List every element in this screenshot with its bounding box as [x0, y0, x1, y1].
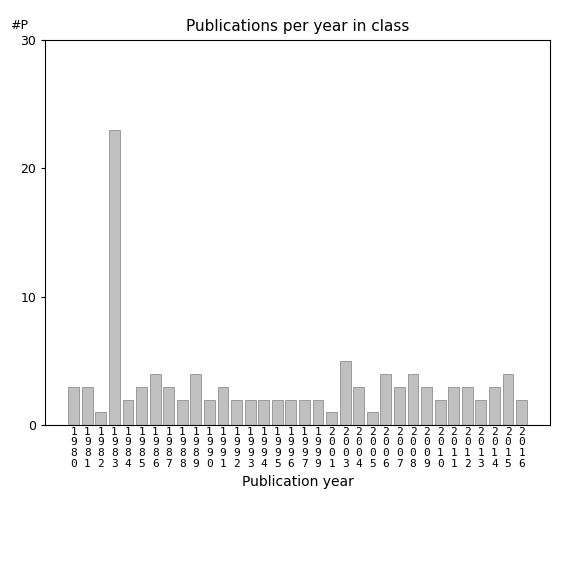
- Bar: [245, 400, 256, 425]
- Bar: [516, 400, 527, 425]
- Bar: [122, 400, 133, 425]
- Bar: [435, 400, 446, 425]
- Bar: [340, 361, 350, 425]
- Bar: [312, 400, 323, 425]
- Bar: [353, 387, 364, 425]
- Bar: [204, 400, 215, 425]
- Bar: [109, 130, 120, 425]
- Bar: [82, 387, 93, 425]
- Bar: [394, 387, 405, 425]
- Bar: [272, 400, 283, 425]
- Bar: [136, 387, 147, 425]
- Bar: [367, 412, 378, 425]
- Bar: [421, 387, 432, 425]
- Text: #P: #P: [10, 19, 28, 32]
- Bar: [191, 374, 201, 425]
- Bar: [95, 412, 106, 425]
- Bar: [448, 387, 459, 425]
- Bar: [231, 400, 242, 425]
- Bar: [285, 400, 297, 425]
- Bar: [259, 400, 269, 425]
- Bar: [408, 374, 418, 425]
- Bar: [476, 400, 486, 425]
- Bar: [68, 387, 79, 425]
- Bar: [299, 400, 310, 425]
- Bar: [150, 374, 160, 425]
- Bar: [218, 387, 229, 425]
- X-axis label: Publication year: Publication year: [242, 475, 354, 489]
- Bar: [462, 387, 473, 425]
- Title: Publications per year in class: Publications per year in class: [186, 19, 409, 35]
- Bar: [177, 400, 188, 425]
- Bar: [489, 387, 500, 425]
- Bar: [326, 412, 337, 425]
- Bar: [380, 374, 391, 425]
- Bar: [163, 387, 174, 425]
- Bar: [502, 374, 514, 425]
